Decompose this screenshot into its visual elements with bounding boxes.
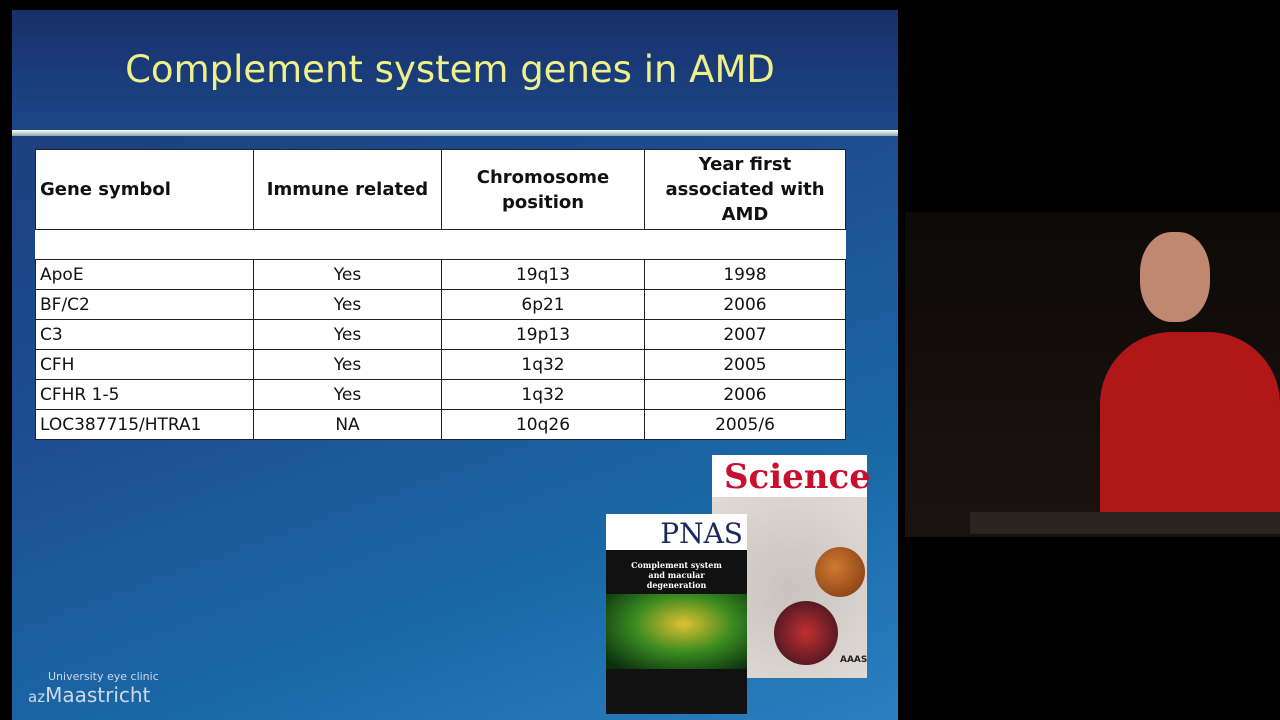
table-cell: 2005/6 <box>644 409 846 440</box>
table-cell: Yes <box>253 379 442 410</box>
table-cell: Yes <box>253 349 442 380</box>
table-cell: 1998 <box>644 259 846 290</box>
speaker-video <box>905 212 1280 537</box>
slide-title: Complement system genes in AMD <box>125 48 775 91</box>
gene-table: Gene symbol Immune related Chromosome posi… <box>35 149 846 440</box>
table-cell: ApoE <box>35 259 254 290</box>
title-rule <box>12 130 898 136</box>
table-cell: NA <box>253 409 442 440</box>
header-cell: Chromosome position <box>441 149 645 230</box>
table-cell: 6p21 <box>441 289 645 320</box>
header-cell: Immune related <box>253 149 442 230</box>
header-cell: Year first associated with AMD <box>644 149 846 230</box>
aaas-label: AAAS <box>840 655 868 665</box>
empty-cell <box>644 229 846 260</box>
lectern <box>970 512 1280 534</box>
cover-image <box>606 594 747 669</box>
table-cell: 2006 <box>644 289 846 320</box>
slide: Complement system genes in AMD Gene symb… <box>12 10 898 720</box>
eye-image <box>815 547 865 597</box>
header-cell: Gene symbol <box>35 149 254 230</box>
table-cell: CFHR 1-5 <box>35 379 254 410</box>
table-row: C3 Yes 19p13 2007 <box>35 319 846 350</box>
pnas-masthead: PNAS <box>606 514 747 550</box>
pnas-cover: PNAS Complement system and macular degen… <box>606 514 747 714</box>
table-cell: LOC387715/HTRA1 <box>35 409 254 440</box>
table-body: ApoE Yes 19q13 1998 BF/C2 Yes 6p21 2006 C3 Yes 19p… <box>35 229 846 440</box>
table-cell: BF/C2 <box>35 289 254 320</box>
title-bar <box>12 10 898 132</box>
empty-cell <box>35 229 254 260</box>
empty-cell <box>441 229 645 260</box>
table-cell: 10q26 <box>441 409 645 440</box>
science-cover: Science AAAS <box>712 455 871 678</box>
speaker-head <box>1140 232 1210 322</box>
table-row: CFH Yes 1q32 2005 <box>35 349 846 380</box>
empty-cell <box>253 229 442 260</box>
table-row: CFHR 1-5 Yes 1q32 2006 <box>35 379 846 410</box>
logo-prefix: az <box>28 688 46 706</box>
logo-name: Maastricht <box>45 683 151 707</box>
table-cell: 19q13 <box>441 259 645 290</box>
table-header: Gene symbol Immune related Chromosome posi… <box>35 149 846 230</box>
science-masthead: Science <box>712 455 871 497</box>
speaker-body <box>1100 332 1280 512</box>
table-cell: Yes <box>253 289 442 320</box>
eye-image <box>774 601 838 665</box>
pnas-headline: Complement system and macular degenerati… <box>631 560 722 590</box>
table-cell: 2006 <box>644 379 846 410</box>
table-cell: 2007 <box>644 319 846 350</box>
empty-row <box>35 229 846 260</box>
table-cell: 1q32 <box>441 379 645 410</box>
table-row: BF/C2 Yes 6p21 2006 <box>35 289 846 320</box>
table-cell: Yes <box>253 259 442 290</box>
table-cell: 2005 <box>644 349 846 380</box>
table-row: LOC387715/HTRA1 NA 10q26 2005/6 <box>35 409 846 440</box>
table-cell: 19p13 <box>441 319 645 350</box>
table-row: ApoE Yes 19q13 1998 <box>35 259 846 290</box>
table-cell: CFH <box>35 349 254 380</box>
header-row: Gene symbol Immune related Chromosome posi… <box>35 149 846 230</box>
table-cell: Yes <box>253 319 442 350</box>
table-cell: C3 <box>35 319 254 350</box>
table-cell: 1q32 <box>441 349 645 380</box>
clinic-logo: University eye clinic azMaastricht <box>28 670 159 707</box>
logo-line: University eye clinic <box>48 670 159 683</box>
